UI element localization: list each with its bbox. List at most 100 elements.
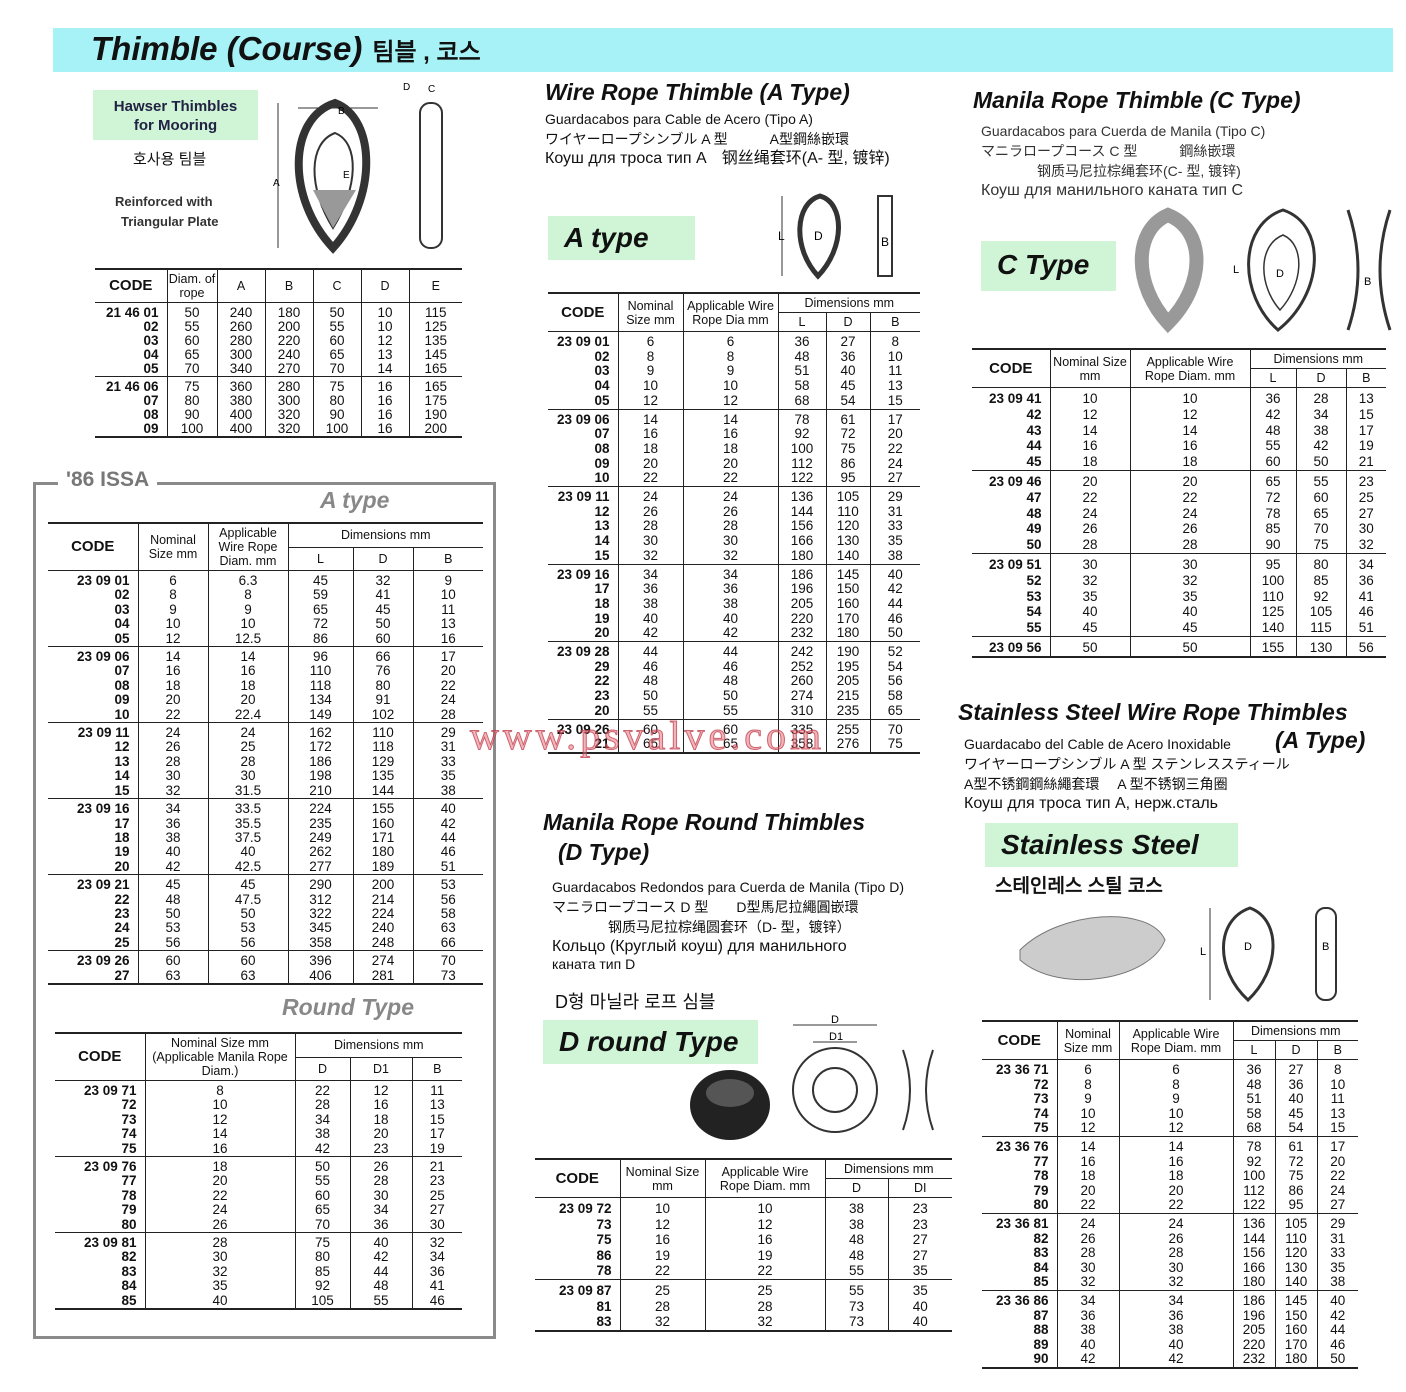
code-cell: 23 09 51 bbox=[972, 552, 1050, 573]
code-cell: 43 bbox=[1026, 422, 1042, 438]
table-row: 18 38 37.5 249 171 44 bbox=[48, 830, 483, 846]
value-cell: 36 bbox=[1056, 1308, 1119, 1324]
value-cell: 18 bbox=[349, 1112, 412, 1128]
value-cell: 358 bbox=[287, 935, 353, 951]
dimension-column-header: L bbox=[777, 312, 826, 332]
code-cell: 54 bbox=[1026, 604, 1042, 620]
value-cell: 16 bbox=[137, 664, 208, 679]
value-cell: 24 bbox=[1118, 1212, 1233, 1232]
code-cell: 73 bbox=[121, 1111, 137, 1127]
table-row: 02 55 260 200 55 10 125 bbox=[95, 320, 462, 334]
dimension-column-header: B bbox=[869, 312, 920, 332]
value-cell: 400 bbox=[216, 408, 265, 422]
column-header: Applicable Wire Rope Dia mm bbox=[682, 293, 778, 332]
value-cell: 26 bbox=[1129, 521, 1250, 538]
value-cell: 42 bbox=[294, 1141, 350, 1157]
value-cell: 130 bbox=[1295, 635, 1346, 657]
dimensions-header: Dimensions mm bbox=[1249, 349, 1386, 369]
value-cell: 280 bbox=[216, 334, 265, 348]
dimension-column-header: D bbox=[1295, 368, 1346, 388]
table-row: 45 18 18 60 50 21 bbox=[972, 454, 1386, 471]
table-row: 15 32 32 180 140 38 bbox=[548, 548, 920, 565]
dimension-column-header: DI bbox=[887, 1178, 953, 1198]
value-cell: 100 bbox=[1232, 1169, 1275, 1184]
value-cell: 85 bbox=[1249, 521, 1296, 538]
value-cell: 32 bbox=[411, 1232, 462, 1251]
value-cell: 16 bbox=[360, 422, 409, 437]
dimensions-header: Dimensions mm bbox=[294, 1033, 462, 1058]
subtitle: Кольцо (Круглый коуш) для манильного bbox=[552, 938, 847, 955]
c-type-title: Manila Rope Thimble (C Type) bbox=[973, 87, 1301, 113]
value-cell: 14 bbox=[1056, 1135, 1119, 1155]
value-cell: 170 bbox=[1274, 1337, 1317, 1353]
value-cell: 65 bbox=[1249, 469, 1296, 490]
value-cell: 242 bbox=[777, 641, 826, 660]
value-cell: 18 bbox=[207, 678, 288, 694]
code-cell: 73 bbox=[1033, 1091, 1049, 1107]
dimension-column-header: B bbox=[412, 547, 483, 571]
code-cell: 03 bbox=[114, 601, 130, 617]
column-header: Nominal Size mm bbox=[617, 293, 683, 332]
value-cell: 58 bbox=[869, 688, 920, 704]
value-cell: 10 bbox=[412, 587, 483, 603]
value-cell: 38 bbox=[1295, 422, 1346, 439]
dim-l-label: L bbox=[778, 229, 785, 243]
value-cell: 40 bbox=[412, 798, 483, 817]
value-cell: 214 bbox=[352, 892, 413, 907]
value-cell: 50 bbox=[1295, 454, 1346, 471]
value-cell: 58 bbox=[777, 378, 826, 394]
value-cell: 17 bbox=[412, 646, 483, 665]
value-cell: 38 bbox=[1118, 1322, 1233, 1338]
value-cell: 86 bbox=[287, 631, 353, 647]
value-cell: 65 bbox=[682, 737, 778, 753]
value-cell: 27 bbox=[887, 1232, 953, 1248]
value-cell: 50 bbox=[617, 688, 683, 704]
subtitle: Guardacabos Redondos para Cuerda de Mani… bbox=[552, 879, 905, 895]
value-cell: 34 bbox=[617, 563, 683, 583]
table-row: 23 09 76 18 50 26 21 bbox=[55, 1156, 462, 1175]
code-cell: 09 bbox=[594, 455, 610, 471]
value-cell: 32 bbox=[1049, 572, 1130, 589]
table-row: 90 42 42 232 180 50 bbox=[982, 1352, 1358, 1368]
value-cell: 20 bbox=[1049, 469, 1130, 490]
value-cell: 340 bbox=[216, 362, 265, 377]
value-cell: 55 bbox=[294, 1174, 350, 1189]
value-cell: 135 bbox=[352, 768, 413, 784]
table-row: 83 32 85 44 36 bbox=[55, 1264, 462, 1280]
dim-b-label: B bbox=[881, 235, 889, 249]
value-cell: 32 bbox=[1118, 1274, 1233, 1291]
value-cell: 24 bbox=[412, 692, 483, 708]
value-cell: 32 bbox=[617, 548, 683, 565]
table-row: 23 09 11 24 24 136 105 29 bbox=[548, 486, 920, 505]
code-cell: 77 bbox=[1033, 1153, 1049, 1169]
value-cell: 155 bbox=[1249, 635, 1296, 657]
value-cell: 10 bbox=[1129, 386, 1250, 407]
value-cell: 9 bbox=[1056, 1092, 1119, 1107]
code-cell: 73 bbox=[596, 1216, 612, 1232]
value-cell: 345 bbox=[287, 920, 353, 936]
value-cell: 198 bbox=[287, 768, 353, 784]
value-cell: 110 bbox=[1274, 1231, 1317, 1247]
value-cell: 75 bbox=[1274, 1169, 1317, 1184]
page-title: Thimble (Course) bbox=[91, 30, 363, 67]
code-cell: 24 bbox=[114, 920, 130, 936]
code-cell: 88 bbox=[1033, 1322, 1049, 1338]
table-row: 23 09 56 50 50 155 130 56 bbox=[972, 635, 1386, 657]
value-cell: 46 bbox=[682, 659, 778, 675]
value-cell: 120 bbox=[1274, 1246, 1317, 1261]
value-cell: 13 bbox=[1345, 386, 1386, 407]
table-row: 22 48 48 260 205 56 bbox=[548, 673, 920, 690]
value-cell: 160 bbox=[1274, 1322, 1317, 1338]
value-cell: 58 bbox=[1232, 1106, 1275, 1122]
code-cell: 25 bbox=[114, 934, 130, 950]
code-cell: 09 bbox=[143, 421, 159, 436]
value-cell: 25 bbox=[207, 740, 288, 755]
value-cell: 80 bbox=[352, 678, 413, 694]
value-cell: 312 bbox=[287, 892, 353, 907]
table-row: 05 12 12.5 86 60 16 bbox=[48, 631, 483, 647]
code-cell: 22 bbox=[594, 673, 610, 689]
table-row: 72 8 8 48 36 10 bbox=[982, 1077, 1358, 1093]
column-header: CODE bbox=[78, 1048, 122, 1065]
code-cell: 82 bbox=[1033, 1230, 1049, 1246]
table-row: 48 24 24 78 65 27 bbox=[972, 505, 1386, 522]
